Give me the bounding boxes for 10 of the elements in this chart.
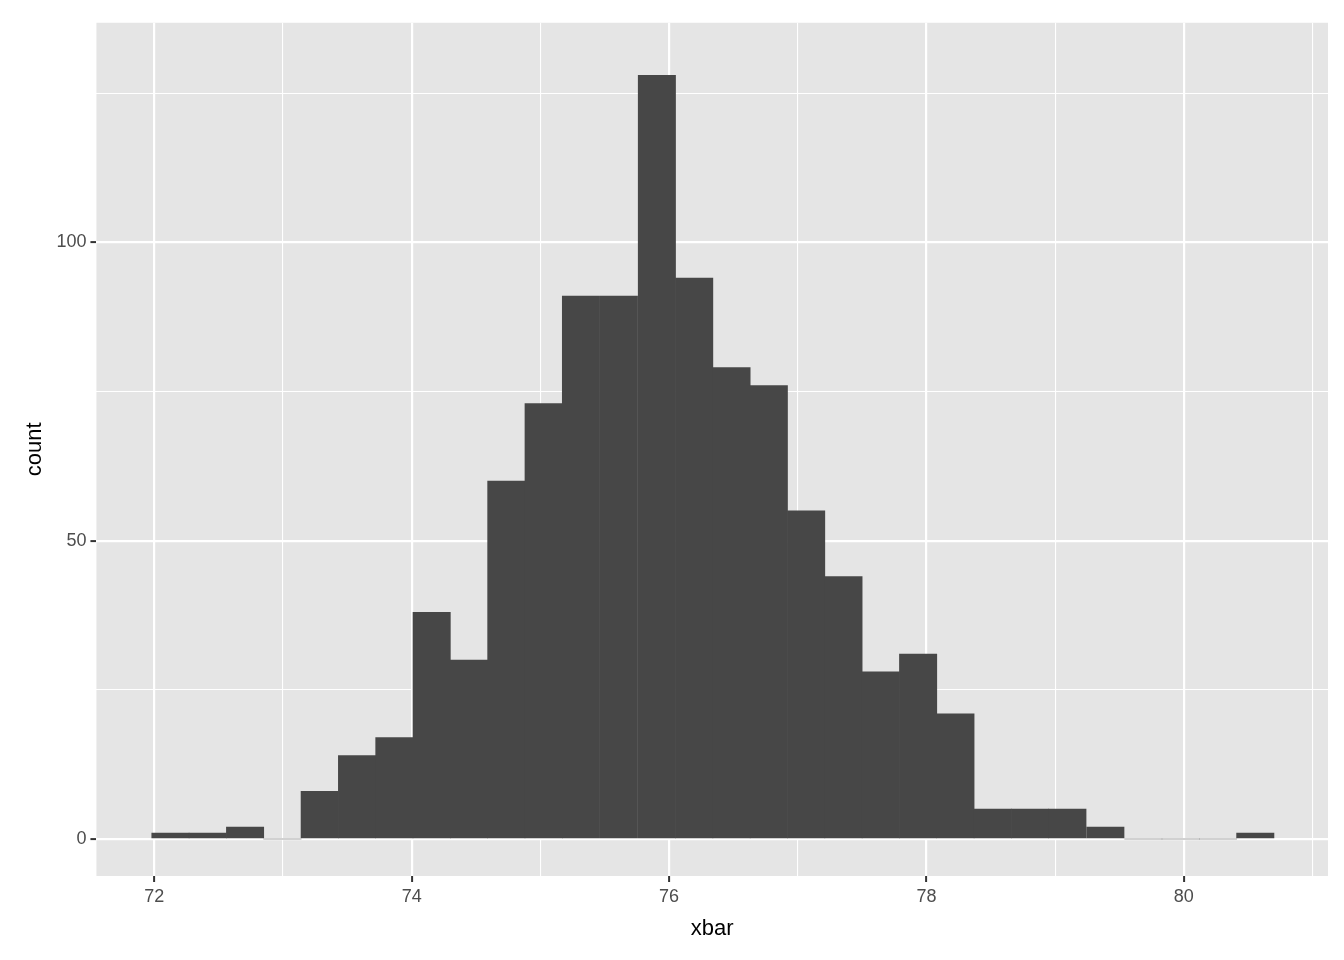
y-tick-label: 50 <box>66 529 87 550</box>
y-axis-title: count <box>21 422 47 477</box>
x-tick-label: 74 <box>401 885 422 906</box>
x-tick-label: 78 <box>916 885 937 906</box>
x-tick-label: 72 <box>144 885 165 906</box>
y-tick-label: 100 <box>56 231 87 252</box>
x-axis-title: xbar <box>690 914 734 940</box>
x-tick-label: 80 <box>1173 885 1194 906</box>
x-tick-label: 76 <box>659 885 680 906</box>
y-tick-label: 0 <box>76 827 87 848</box>
